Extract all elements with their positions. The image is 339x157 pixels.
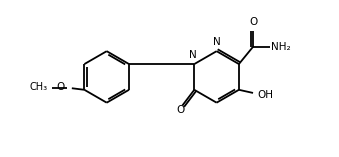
Text: O: O [249, 17, 257, 27]
Text: O: O [177, 105, 185, 115]
Text: N: N [189, 50, 197, 60]
Text: OH: OH [258, 89, 274, 100]
Text: CH₃: CH₃ [29, 82, 47, 92]
Text: NH₂: NH₂ [271, 42, 291, 52]
Text: N: N [213, 37, 220, 47]
Text: O: O [56, 82, 64, 92]
